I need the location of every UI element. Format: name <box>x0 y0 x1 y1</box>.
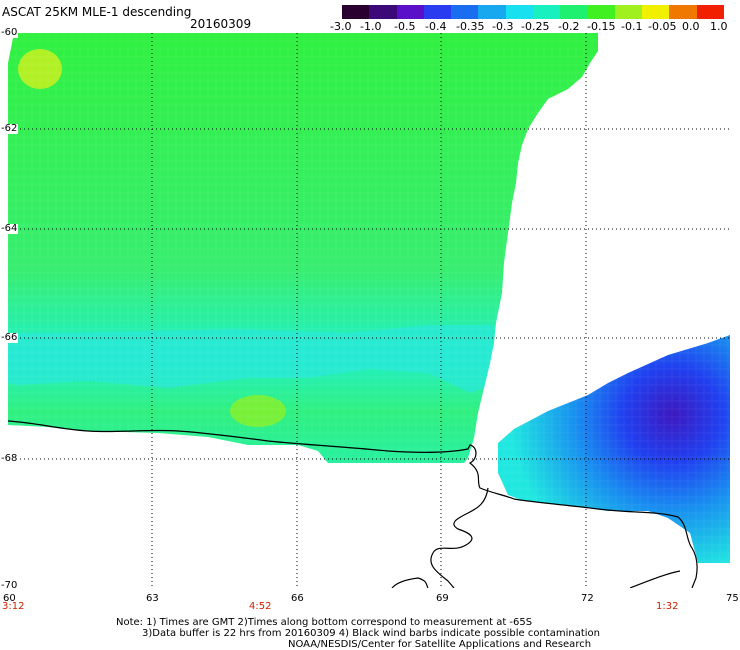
figure-date: 20160309 <box>190 17 252 31</box>
lat-label: -62 <box>0 123 19 134</box>
colorbar-segment <box>505 5 533 19</box>
colorbar-label: -0.2 <box>558 20 580 33</box>
note-line: NOAA/NESDIS/Center for Satellite Applica… <box>288 639 592 650</box>
lon-label: 72 <box>581 593 594 604</box>
colorbar-segment <box>669 5 697 19</box>
lon-label: 60 <box>3 593 16 604</box>
graticule <box>8 33 730 588</box>
colorbar-segment <box>423 5 452 19</box>
colorbar-segment <box>560 5 588 19</box>
colorbar-label: -0.3 <box>492 20 514 33</box>
time-label: 1:32 <box>656 601 679 612</box>
lon-label: 69 <box>436 593 449 604</box>
colorbar-segment <box>587 5 615 19</box>
colorbar-label: -0.4 <box>425 20 447 33</box>
colorbar-label: -0.15 <box>587 20 616 33</box>
colorbar-label: -0.35 <box>456 20 485 33</box>
colorbar-label: 1.0 <box>710 20 728 33</box>
lat-label: -64 <box>0 223 19 234</box>
lat-label: -66 <box>0 332 19 343</box>
time-label: 3:12 <box>2 601 25 612</box>
colorbar-label: 0.0 <box>682 20 700 33</box>
colorbar-label: -3.0 <box>330 20 352 33</box>
colorbar-segment <box>532 5 561 19</box>
lat-label: -70 <box>0 580 19 591</box>
colorbar <box>342 5 724 19</box>
colorbar-label: -1.0 <box>360 20 382 33</box>
coastline <box>8 420 698 588</box>
note-line: Note: 1) Times are GMT 2)Times along bot… <box>116 617 533 628</box>
map-plot <box>8 33 730 588</box>
figure-notes: Note: 1) Times are GMT 2)Times along bot… <box>116 617 600 650</box>
colorbar-segment <box>342 5 370 19</box>
colorbar-segment <box>696 5 724 19</box>
time-label: 4:52 <box>249 601 272 612</box>
lat-label: -68 <box>0 453 19 464</box>
lon-label: 63 <box>146 593 159 604</box>
colorbar-segment <box>369 5 397 19</box>
colorbar-label: -0.1 <box>621 20 643 33</box>
colorbar-segment <box>478 5 506 19</box>
colorbar-segment <box>614 5 643 19</box>
colorbar-segment <box>396 5 424 19</box>
colorbar-label: -0.5 <box>394 20 416 33</box>
colorbar-label: -0.05 <box>648 20 677 33</box>
colorbar-segment <box>642 5 670 19</box>
note-line: 3)Data buffer is 22 hrs from 20160309 4)… <box>142 628 600 639</box>
lat-label: -60 <box>0 27 19 38</box>
figure-title: ASCAT 25KM MLE-1 descending <box>2 5 192 19</box>
colorbar-label: -0.25 <box>521 20 550 33</box>
lon-label: 66 <box>291 593 304 604</box>
lon-label: 75 <box>726 593 739 604</box>
colorbar-segment <box>451 5 479 19</box>
pixel-grid-texture <box>8 33 730 588</box>
